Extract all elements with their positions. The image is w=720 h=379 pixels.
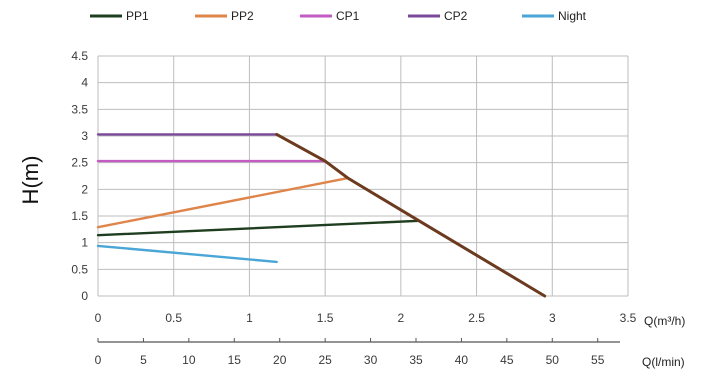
x-axis-label: Q(m³/h)	[644, 314, 685, 328]
legend: PP1 PP2 CP1 CP2 Night	[90, 9, 587, 23]
x2-tick-label: 40	[455, 353, 469, 367]
y-tick-label: 2.5	[71, 156, 88, 170]
x2-tick-label: 25	[318, 353, 332, 367]
x-tick-labels: 0 0.5 1 1.5 2 2.5 3 3.5	[95, 311, 637, 325]
y-tick-label: 2	[81, 182, 88, 196]
x-tick-label: 3	[549, 311, 556, 325]
y-tick-label: 3	[81, 129, 88, 143]
x2-tick-label: 5	[140, 353, 147, 367]
x2-tick-label: 0	[95, 353, 102, 367]
y-tick-label: 0	[81, 289, 88, 303]
y-tick-label: 1	[81, 236, 88, 250]
x2-tick-label: 50	[546, 353, 560, 367]
x2-tick-label: 35	[409, 353, 423, 367]
x2-tick-label: 20	[273, 353, 287, 367]
x2-tick-label: 10	[182, 353, 196, 367]
x2-tick-label: 15	[228, 353, 242, 367]
y-axis-label: H(m)	[18, 156, 43, 205]
x-tick-label: 1.5	[317, 311, 334, 325]
legend-label-pp2: PP2	[231, 9, 254, 23]
y-tick-label: 4	[81, 76, 88, 90]
x-tick-label: 0.5	[165, 311, 182, 325]
x2-tick-label: 45	[500, 353, 514, 367]
x2-axis-label: Q(l/min)	[642, 355, 685, 369]
x-tick-label: 3.5	[620, 311, 637, 325]
x-tick-label: 2.5	[468, 311, 485, 325]
x2-tick-label: 30	[364, 353, 378, 367]
legend-label-cp2: CP2	[444, 9, 468, 23]
series-line-pp2	[96, 176, 350, 229]
series-group	[96, 132, 547, 298]
y-tick-label: 0.5	[71, 262, 88, 276]
legend-label-cp1: CP1	[336, 9, 360, 23]
legend-label-night: Night	[558, 9, 587, 23]
envelope-line	[275, 132, 547, 298]
x2-tick-label: 55	[591, 353, 605, 367]
x-tick-label: 1	[246, 311, 253, 325]
y-tick-label: 3.5	[71, 102, 88, 116]
x-tick-label: 2	[398, 311, 405, 325]
x-tick-label: 0	[95, 311, 102, 325]
legend-label-pp1: PP1	[126, 9, 149, 23]
y-tick-label: 1.5	[71, 209, 88, 223]
series-line-night	[96, 244, 278, 264]
y-tick-label: 4.5	[71, 49, 88, 63]
grid	[97, 55, 629, 297]
series-line-pp1	[96, 219, 421, 237]
secondary-x-axis: 0 5 10 15 20 25 30 35 40 45 50 55	[95, 338, 620, 367]
y-tick-labels: 0 0.5 1 1.5 2 2.5 3 3.5 4 4.5	[71, 49, 88, 303]
